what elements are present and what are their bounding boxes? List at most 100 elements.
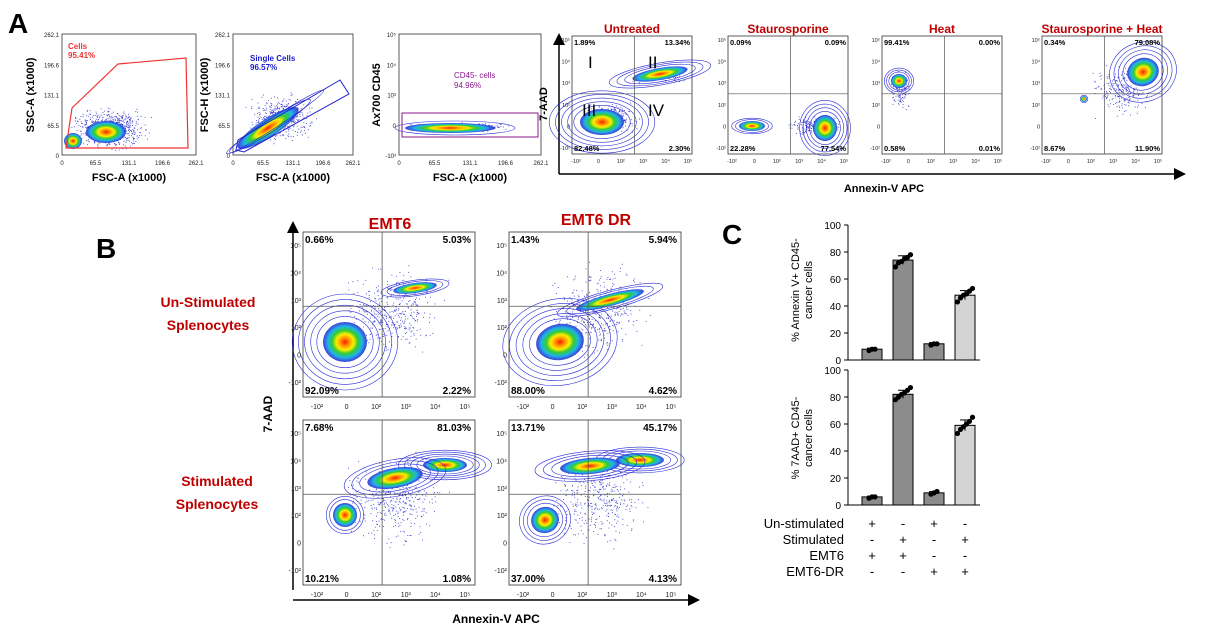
tick-label: 10⁴ [636, 404, 647, 411]
tick-label: 0 [503, 541, 507, 548]
tick-label: 10⁵ [1154, 158, 1162, 165]
contour-line [359, 463, 431, 493]
condition-label: Un-stimulated [764, 516, 844, 531]
y-tick-label: 0 [835, 356, 841, 367]
tick-label: 10² [371, 592, 382, 599]
contour-line [522, 313, 598, 371]
quadrant-lr: 77.54% [821, 144, 847, 153]
density-population [813, 115, 837, 141]
tick-label: 10⁵ [666, 592, 677, 599]
condition-sign: - [901, 516, 905, 531]
contour-line [298, 299, 392, 385]
y-axis-label: Ax700 CD45 [371, 63, 383, 127]
quadrant-ul: 0.09% [730, 38, 752, 47]
tick-label: 10² [1032, 103, 1040, 109]
contour-line [573, 105, 631, 139]
quadrant-ul: 99.41% [884, 38, 910, 47]
tick-label: 10³ [607, 404, 618, 411]
condition-sign: - [963, 548, 967, 563]
contour-line [567, 101, 637, 143]
contour-line [616, 61, 704, 87]
panel-b-plot-1: 1.43% 5.94% 88.00% 4.62% -10² 0 10² 10³ 10⁴ 10⁵ 10… [495, 231, 682, 411]
gate-polygon [65, 57, 189, 149]
tick-label: 10³ [1032, 81, 1040, 87]
panel-b-plot-3: 13.71% 45.17% 37.00% 4.13% -10² 0 10² 10³ 10⁴ 10⁵… [495, 419, 685, 599]
tick-label: 10⁴ [562, 59, 571, 66]
tick-label: 10³ [387, 94, 396, 100]
density-diagonal [225, 89, 325, 155]
tick-label: 196.6 [215, 63, 231, 69]
data-point [966, 418, 973, 424]
tick-label: 131.1 [121, 161, 137, 167]
condition-sign: + [961, 564, 969, 579]
tick-label: 10³ [497, 486, 508, 493]
control-plot-title: Heat [929, 22, 955, 36]
tick-label: 0 [60, 161, 64, 167]
tick-label: -10² [1041, 159, 1051, 165]
quadrant-lr: 11.90% [1135, 144, 1160, 153]
tick-label: -10² [881, 159, 891, 165]
contour-line [888, 71, 910, 91]
tick-label: 65.5 [218, 124, 230, 130]
tick-label: -10² [716, 146, 726, 152]
tick-label: 10⁴ [971, 158, 980, 165]
contour-line [566, 285, 654, 315]
contour-line [561, 97, 643, 147]
tick-label: 10⁴ [817, 158, 826, 165]
condition-sign: + [899, 532, 907, 547]
tick-label: 10⁴ [496, 458, 507, 465]
tick-label: 10² [577, 592, 588, 599]
contour-line [325, 495, 364, 534]
tick-label: 262.1 [188, 161, 204, 167]
tick-label: 10⁴ [430, 592, 441, 599]
data-point [934, 341, 940, 347]
contour-line [515, 308, 605, 376]
density-population [333, 503, 357, 527]
tick-label: 10⁴ [496, 270, 507, 277]
contour-line [380, 278, 450, 298]
density-population [405, 123, 495, 133]
contour-line [1122, 53, 1164, 91]
data-point [907, 252, 914, 258]
row-title-unstimulated-line1: Un-Stimulated [161, 294, 256, 310]
contour-line [805, 107, 844, 149]
tick-label: 10⁵ [718, 37, 726, 44]
contour-line [608, 59, 712, 89]
quadrant-ll: 37.00% [511, 574, 545, 585]
tick-label: 10⁵ [290, 431, 301, 438]
contour-line [799, 100, 851, 156]
quadrant-ur: 0.00% [979, 38, 1001, 47]
tick-label: 10² [291, 325, 302, 332]
tick-label: 0 [393, 124, 397, 130]
gate-name: Single Cells [250, 54, 296, 63]
tick-label: 65.5 [90, 161, 102, 167]
condition-sign: - [963, 516, 967, 531]
tick-label: 262.1 [345, 161, 361, 167]
tick-label: 10⁵ [387, 32, 397, 39]
tick-label: 10³ [497, 298, 508, 305]
gate-rectangle [401, 112, 539, 138]
tick-label: 10⁴ [290, 458, 301, 465]
contour-line [304, 304, 386, 380]
data-point [954, 430, 961, 437]
density-population [1127, 57, 1159, 87]
tick-label: 131.1 [44, 94, 60, 100]
tick-label: 10⁴ [1032, 59, 1041, 66]
tick-label: 10⁴ [718, 59, 727, 66]
condition-label: EMT6 [809, 548, 844, 563]
tick-label: -10³ [385, 154, 396, 160]
tick-label: 0 [297, 353, 301, 360]
y-tick-label: 40 [830, 447, 842, 458]
quadrant-ur: 81.03% [437, 423, 471, 434]
contour-line [735, 119, 769, 133]
tick-label: 10³ [291, 486, 302, 493]
condition-label: Stimulated [783, 532, 844, 547]
contour-line [316, 316, 374, 368]
x-axis-label: FSC-A (x1000) [256, 172, 331, 184]
tick-label: 0 [231, 161, 235, 167]
control-plot-title: Untreated [604, 22, 660, 36]
y-axis-label: SSC-A (x1000) [25, 57, 37, 132]
tick-label: 10⁵ [460, 404, 471, 411]
tick-label: 10³ [795, 159, 803, 165]
density-population [536, 323, 584, 361]
